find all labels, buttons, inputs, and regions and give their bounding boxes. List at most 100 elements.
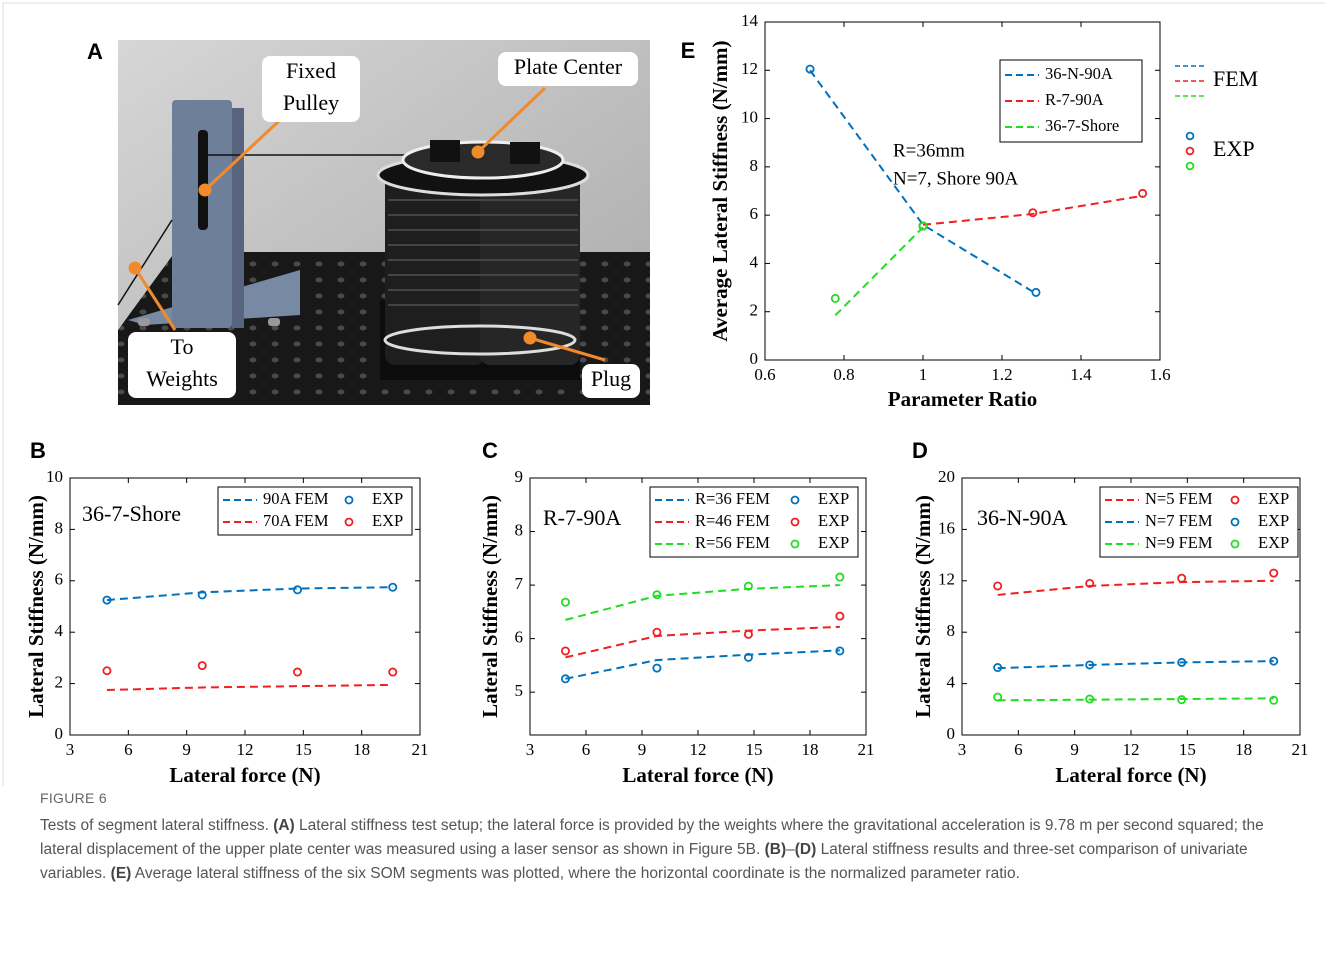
- annotation: R=36mm: [893, 140, 965, 161]
- caption-run: (A): [273, 817, 295, 834]
- fem-line: [834, 226, 924, 317]
- legend-label: EXP: [818, 489, 849, 508]
- x-tick-label: 18: [1235, 740, 1252, 759]
- y-axis-title: Lateral Stiffness (N/mm): [24, 495, 48, 718]
- fem-line: [565, 649, 840, 680]
- exp-point: [292, 667, 302, 677]
- legend-marker: [790, 539, 800, 549]
- photo-annotation: Plate Center: [514, 54, 623, 79]
- x-tick-label: 1.4: [1070, 365, 1092, 384]
- y-tick-label: 8: [515, 520, 524, 539]
- y-tick-label: 12: [938, 570, 955, 589]
- exp-point: [292, 585, 302, 595]
- legend-label: EXP: [1258, 533, 1289, 552]
- panel-label: E: [681, 38, 696, 63]
- y-tick-label: 4: [750, 252, 759, 271]
- legend-label: 36-7-Shore: [1045, 116, 1119, 135]
- y-tick-label: 4: [947, 673, 956, 692]
- caption-run: Lateral stiffness results and three-set …: [40, 841, 1248, 882]
- y-tick-label: 2: [55, 673, 64, 692]
- y-tick-label: 8: [750, 156, 759, 175]
- legend-label: 36-N-90A: [1045, 64, 1113, 83]
- y-tick-label: 6: [750, 204, 759, 223]
- legend-label: EXP: [818, 533, 849, 552]
- legend-box: [1099, 486, 1299, 558]
- x-axis-title: Parameter Ratio: [888, 387, 1037, 411]
- y-tick-label: 20: [938, 467, 955, 486]
- x-tick-label: 18: [353, 740, 370, 759]
- exp-point: [835, 611, 845, 621]
- legend-label: R=46 FEM: [695, 511, 770, 530]
- y-tick-label: 16: [938, 518, 955, 537]
- photo-annotation: Plug: [591, 366, 631, 391]
- group-legend-label: EXP: [1213, 136, 1255, 161]
- fem-line: [106, 683, 393, 692]
- legend-label: EXP: [1258, 489, 1289, 508]
- x-tick-label: 6: [1014, 740, 1023, 759]
- x-tick-label: 6: [582, 740, 591, 759]
- fem-line: [565, 625, 840, 659]
- exp-point: [1085, 694, 1095, 704]
- legend-label: N=7 FEM: [1145, 511, 1213, 530]
- legend-label: R-7-90A: [1045, 90, 1104, 109]
- exp-point: [560, 674, 570, 684]
- y-tick-label: 2: [750, 301, 759, 320]
- x-axis-title: Lateral force (N): [1055, 763, 1206, 786]
- x-tick-label: 1.2: [991, 365, 1012, 384]
- exp-point: [560, 597, 570, 607]
- group-legend-marker: [1185, 161, 1195, 171]
- exp-point: [388, 667, 398, 677]
- y-tick-label: 5: [515, 681, 524, 700]
- figure-number: FIGURE 6: [40, 790, 107, 806]
- y-axis-title: Lateral Stiffness (N/mm): [478, 495, 502, 718]
- exp-point: [743, 652, 753, 662]
- x-tick-label: 3: [526, 740, 535, 759]
- photo: [117, 40, 650, 405]
- fem-line: [997, 660, 1274, 670]
- exp-point: [993, 663, 1003, 673]
- y-tick-label: 6: [515, 628, 524, 647]
- fem-line: [922, 194, 1143, 226]
- y-tick-label: 9: [515, 467, 524, 486]
- legend-label: R=36 FEM: [695, 489, 770, 508]
- x-tick-label: 21: [1292, 740, 1309, 759]
- caption-text: Tests of segment lateral stiffness. (A) …: [40, 814, 1308, 886]
- legend-label: EXP: [372, 489, 403, 508]
- x-tick-label: 9: [182, 740, 191, 759]
- group-legend-marker: [1185, 131, 1195, 141]
- x-tick-label: 18: [802, 740, 819, 759]
- legend-label: 70A FEM: [263, 511, 329, 530]
- exp-point: [560, 646, 570, 656]
- y-tick-label: 8: [55, 518, 64, 537]
- exp-point: [993, 692, 1003, 702]
- x-tick-label: 0.8: [833, 365, 854, 384]
- group-legend-label: FEM: [1213, 66, 1258, 91]
- panel-label: A: [87, 39, 103, 64]
- chart: D 0 4 8 12 16 20 3 6 9 12 15 18 21 Lateral force (N) La…: [911, 438, 1309, 786]
- exp-point: [1269, 568, 1279, 578]
- chart: C 5 6 7 8 9 3 6 9 12 15 18 21 Lateral force (N) Latera…: [478, 438, 875, 786]
- legend-label: EXP: [818, 511, 849, 530]
- exp-point: [388, 582, 398, 592]
- figure: A Fixed Pulley Plate Center To Weights Plug E 0 2…: [2, 2, 1325, 786]
- exp-point: [1031, 287, 1041, 297]
- y-tick-label: 0: [55, 724, 64, 743]
- exp-point: [1177, 695, 1187, 705]
- photo-annotation: Weights: [146, 366, 218, 391]
- photo-annotation: Pulley: [283, 90, 339, 115]
- x-tick-label: 15: [295, 740, 312, 759]
- chart: E 0 2 4 6 8 10 12 14 0.6 0.8 1 1.2 1.4 1.6 Parameter Ra…: [681, 11, 1259, 411]
- x-tick-label: 12: [690, 740, 707, 759]
- annotation: R-7-90A: [543, 505, 621, 530]
- exp-point: [835, 572, 845, 582]
- x-tick-label: 21: [858, 740, 875, 759]
- y-tick-label: 8: [947, 621, 956, 640]
- exp-point: [1028, 208, 1038, 218]
- legend-marker: [1230, 517, 1240, 527]
- caption-run: (D): [794, 841, 817, 858]
- legend-label: EXP: [1258, 511, 1289, 530]
- annotation: 36-N-90A: [977, 505, 1068, 530]
- caption-run: (E): [110, 865, 132, 882]
- fem-line: [106, 586, 393, 602]
- exp-point: [102, 666, 112, 676]
